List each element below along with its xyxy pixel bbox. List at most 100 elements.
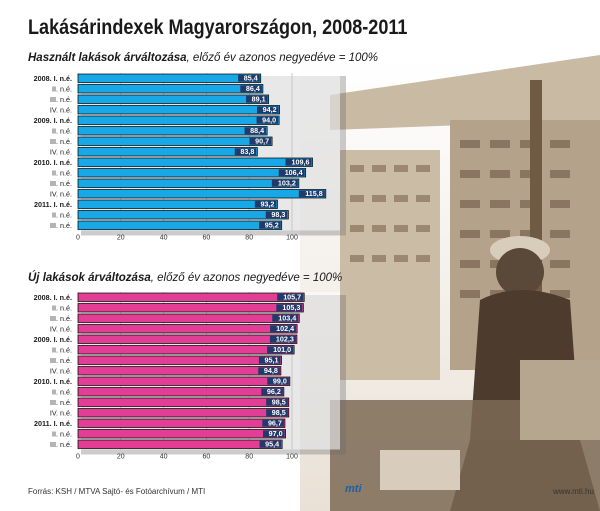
new-category-label: IV. n.é.: [50, 367, 72, 376]
used-x-tick-label: 60: [203, 235, 211, 242]
new-category-label: IV. n.é.: [50, 409, 72, 418]
used-bar: [77, 220, 283, 230]
new-value-label: 95,4: [265, 440, 279, 449]
footer-url[interactable]: www.mti.hu: [553, 487, 594, 496]
used-bar: [77, 94, 270, 104]
used-value-label: 103,2: [278, 179, 296, 188]
new-category-label: 2010. I. n.é.: [34, 377, 72, 386]
used-value-label: 88,4: [250, 126, 264, 135]
used-category-label: 2011. I. n.é.: [34, 200, 72, 209]
new-x-tick-label: 20: [117, 454, 125, 461]
used-bar: [77, 136, 273, 146]
used-category-label: 2009. I. n.é.: [34, 116, 72, 125]
used-value-label-box: [265, 211, 288, 219]
used-bar: [77, 189, 327, 199]
new-value-label-box: [261, 388, 283, 396]
used-value-label: 94,2: [263, 105, 277, 114]
new-value-label: 96,7: [268, 419, 282, 428]
new-bar: [77, 397, 290, 407]
new-x-tick-label: 60: [203, 454, 211, 461]
used-value-label-box: [256, 116, 279, 124]
new-bar: [77, 376, 291, 386]
new-value-label: 101,0: [273, 345, 291, 354]
used-bar: [77, 168, 307, 178]
new-x-tick-label: 80: [245, 454, 253, 461]
new-value-label-box: [267, 377, 289, 385]
new-value-label-box: [269, 335, 296, 343]
used-value-label: 83,8: [240, 147, 254, 156]
used-value-label-box: [234, 148, 257, 156]
used-category-label: III. n.é.: [50, 221, 72, 230]
new-value-label-box: [267, 346, 294, 354]
new-value-label: 98,5: [272, 398, 286, 407]
new-category-label: 2011. I. n.é.: [34, 419, 72, 428]
used-value-label-box: [278, 169, 305, 177]
new-category-label: III. n.é.: [50, 314, 72, 323]
used-bar: [77, 210, 289, 220]
mti-logo: mti: [345, 483, 362, 495]
used-x-tick-label: 40: [160, 235, 168, 242]
chart-2-subtitle-emphasis: Új lakások árváltozása: [28, 272, 151, 284]
used-value-label-box: [254, 200, 277, 208]
used-category-label: II. n.é.: [52, 127, 72, 136]
used-x-tick-label: 20: [117, 235, 125, 242]
used-bar: [77, 178, 300, 188]
used-value-label: 86,4: [246, 84, 260, 93]
used-category-label: 2010. I. n.é.: [34, 158, 72, 167]
new-bar: [77, 292, 305, 302]
new-x-tick-label: 40: [160, 454, 168, 461]
used-bar: [77, 115, 280, 125]
new-category-label: II. n.é.: [52, 430, 72, 439]
used-value-label: 94,0: [262, 116, 276, 125]
used-value-label-box: [238, 74, 260, 82]
used-category-label: II. n.é.: [52, 85, 72, 94]
used-value-label-box: [256, 106, 279, 114]
new-category-label: III. n.é.: [50, 356, 72, 365]
used-value-label: 98,3: [271, 210, 285, 219]
used-x-tick-label: 100: [286, 235, 298, 242]
chart-1-subtitle-rest: , előző év azonos negyedéve = 100%: [186, 52, 379, 64]
new-value-label-box: [258, 367, 280, 375]
new-bar: [77, 324, 298, 334]
new-category-label: III. n.é.: [50, 398, 72, 407]
new-bar: [77, 439, 283, 449]
used-value-label-box: [244, 127, 267, 135]
new-category-label: III. n.é.: [50, 440, 72, 449]
new-value-label: 99,0: [273, 377, 287, 386]
used-x-tick-label: 0: [76, 235, 80, 242]
new-value-label: 103,4: [278, 314, 296, 323]
used-value-label: 89,1: [252, 95, 266, 104]
new-value-label-box: [276, 304, 303, 312]
used-value-label: 85,4: [244, 74, 258, 83]
new-bar: [77, 334, 298, 344]
new-value-label-box: [258, 356, 281, 364]
new-category-label: 2009. I. n.é.: [34, 335, 72, 344]
used-value-label: 106,4: [285, 168, 303, 177]
used-category-label: III. n.é.: [50, 137, 72, 146]
used-value-label-box: [249, 137, 272, 145]
chart-1-subtitle: Használt lakások árváltozása, előző év a…: [28, 52, 378, 64]
used-value-label: 93,2: [260, 200, 274, 209]
used-category-label: III. n.é.: [50, 179, 72, 188]
new-category-label: II. n.é.: [52, 304, 72, 313]
used-category-label: IV. n.é.: [50, 190, 72, 199]
new-bar: [77, 313, 300, 323]
used-bar: [77, 199, 278, 209]
new-bar: [77, 429, 286, 439]
new-value-label: 105,3: [282, 303, 300, 312]
used-bar: [77, 147, 258, 157]
new-x-tick-label: 0: [76, 454, 80, 461]
new-bar: [77, 408, 290, 418]
used-category-label: II. n.é.: [52, 211, 72, 220]
new-value-label-box: [262, 430, 285, 438]
new-value-label-box: [270, 325, 297, 333]
new-x-tick-label: 100: [286, 454, 298, 461]
used-bar: [77, 105, 280, 115]
new-value-label-box: [272, 314, 299, 322]
used-value-label-box: [285, 158, 312, 166]
new-value-label: 94,8: [264, 366, 278, 375]
used-category-label: IV. n.é.: [50, 148, 72, 157]
chart-2-subtitle-rest: , előző év azonos negyedéve = 100%: [150, 272, 343, 284]
